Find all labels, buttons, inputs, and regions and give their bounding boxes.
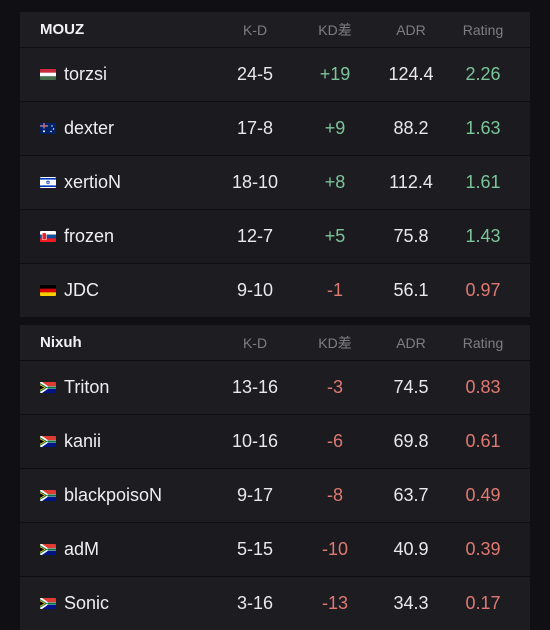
south-africa-flag-icon bbox=[40, 382, 56, 393]
player-row[interactable]: Triton 13-16 -3 74.5 0.83 bbox=[20, 360, 530, 414]
player-kd: 9-10 bbox=[236, 280, 274, 300]
player-name[interactable]: adM bbox=[64, 539, 100, 559]
player-kd: 12-7 bbox=[236, 226, 274, 246]
player-kd-diff: -8 bbox=[326, 485, 343, 505]
player-adr: 74.5 bbox=[393, 377, 429, 397]
south-africa-flag-icon bbox=[40, 436, 56, 447]
column-header-adr: ADR bbox=[396, 21, 426, 38]
player-row[interactable]: torzsi 24-5 +19 124.4 2.26 bbox=[20, 47, 530, 101]
player-kd-diff: -3 bbox=[326, 377, 343, 397]
team-scoreboard-mouz: MOUZ K-D KD差 ADR Rating torzsi 24-5 +19 … bbox=[20, 12, 530, 317]
player-adr: 63.7 bbox=[393, 485, 429, 505]
player-kd: 9-17 bbox=[236, 485, 274, 505]
column-header-kd-diff: KD差 bbox=[318, 21, 352, 38]
player-adr: 40.9 bbox=[393, 539, 429, 559]
player-name[interactable]: torzsi bbox=[64, 64, 108, 84]
south-africa-flag-icon bbox=[40, 598, 56, 609]
team-header: Nixuh K-D KD差 ADR Rating bbox=[20, 325, 530, 360]
player-kd-diff: +9 bbox=[324, 118, 346, 138]
player-row[interactable]: blackpoisoN 9-17 -8 63.7 0.49 bbox=[20, 468, 530, 522]
australia-flag-icon bbox=[40, 123, 56, 134]
player-row[interactable]: JDC 9-10 -1 56.1 0.97 bbox=[20, 263, 530, 317]
player-kd-diff: -1 bbox=[326, 280, 343, 300]
player-name[interactable]: frozen bbox=[64, 226, 115, 246]
south-africa-flag-icon bbox=[40, 544, 56, 555]
player-name[interactable]: blackpoisoN bbox=[64, 485, 163, 505]
player-rating: 1.63 bbox=[465, 118, 501, 138]
player-adr: 124.4 bbox=[388, 64, 434, 84]
player-kd: 13-16 bbox=[231, 377, 279, 397]
player-kd-diff: -13 bbox=[321, 593, 348, 613]
player-name[interactable]: Sonic bbox=[64, 593, 110, 613]
column-header-kd-diff: KD差 bbox=[318, 334, 352, 351]
player-name[interactable]: dexter bbox=[64, 118, 115, 138]
player-row[interactable]: adM 5-15 -10 40.9 0.39 bbox=[20, 522, 530, 576]
player-rating: 2.26 bbox=[465, 64, 501, 84]
germany-flag-icon bbox=[40, 285, 56, 296]
player-row[interactable]: dexter 17-8 +9 88.2 1.63 bbox=[20, 101, 530, 155]
player-kd-diff: -6 bbox=[326, 431, 343, 451]
column-header-adr: ADR bbox=[396, 334, 426, 351]
israel-flag-icon bbox=[40, 177, 56, 188]
player-row[interactable]: Sonic 3-16 -13 34.3 0.17 bbox=[20, 576, 530, 630]
player-adr: 69.8 bbox=[393, 431, 429, 451]
player-adr: 34.3 bbox=[393, 593, 429, 613]
player-rating: 1.43 bbox=[465, 226, 501, 246]
player-kd-diff: +8 bbox=[324, 172, 346, 192]
player-rating: 0.39 bbox=[465, 539, 501, 559]
player-kd-diff: +5 bbox=[324, 226, 346, 246]
player-name[interactable]: JDC bbox=[64, 280, 99, 300]
player-kd: 17-8 bbox=[236, 118, 274, 138]
player-kd: 5-15 bbox=[236, 539, 274, 559]
player-adr: 88.2 bbox=[393, 118, 429, 138]
column-header-rating: Rating bbox=[462, 21, 504, 38]
player-adr: 75.8 bbox=[393, 226, 429, 246]
player-kd: 24-5 bbox=[236, 64, 274, 84]
player-name[interactable]: xertioN bbox=[64, 172, 122, 192]
player-row[interactable]: kanii 10-16 -6 69.8 0.61 bbox=[20, 414, 530, 468]
team-header: MOUZ K-D KD差 ADR Rating bbox=[20, 12, 530, 47]
player-adr: 56.1 bbox=[393, 280, 429, 300]
player-rating: 0.49 bbox=[465, 485, 501, 505]
player-kd-diff: +19 bbox=[319, 64, 351, 84]
team-scoreboard-nixuh: Nixuh K-D KD差 ADR Rating Triton 13-16 -3… bbox=[20, 325, 530, 630]
player-kd: 18-10 bbox=[231, 172, 279, 192]
column-header-rating: Rating bbox=[462, 334, 504, 351]
slovakia-flag-icon bbox=[40, 231, 56, 242]
column-header-kd: K-D bbox=[242, 334, 268, 351]
player-name[interactable]: kanii bbox=[64, 431, 102, 451]
player-kd: 10-16 bbox=[231, 431, 279, 451]
player-rating: 0.83 bbox=[465, 377, 501, 397]
player-rating: 0.97 bbox=[465, 280, 501, 300]
south-africa-flag-icon bbox=[40, 490, 56, 501]
player-kd-diff: -10 bbox=[321, 539, 348, 559]
player-rating: 1.61 bbox=[465, 172, 501, 192]
player-rating: 0.61 bbox=[465, 431, 501, 451]
player-rating: 0.17 bbox=[465, 593, 501, 613]
player-row[interactable]: frozen 12-7 +5 75.8 1.43 bbox=[20, 209, 530, 263]
player-row[interactable]: xertioN 18-10 +8 112.4 1.61 bbox=[20, 155, 530, 209]
column-header-kd: K-D bbox=[242, 21, 268, 38]
player-name[interactable]: Triton bbox=[64, 377, 110, 397]
team-name: Nixuh bbox=[40, 334, 82, 351]
player-adr: 112.4 bbox=[389, 172, 433, 192]
team-name: MOUZ bbox=[40, 21, 85, 38]
player-kd: 3-16 bbox=[236, 593, 274, 613]
hungary-flag-icon bbox=[40, 69, 56, 80]
